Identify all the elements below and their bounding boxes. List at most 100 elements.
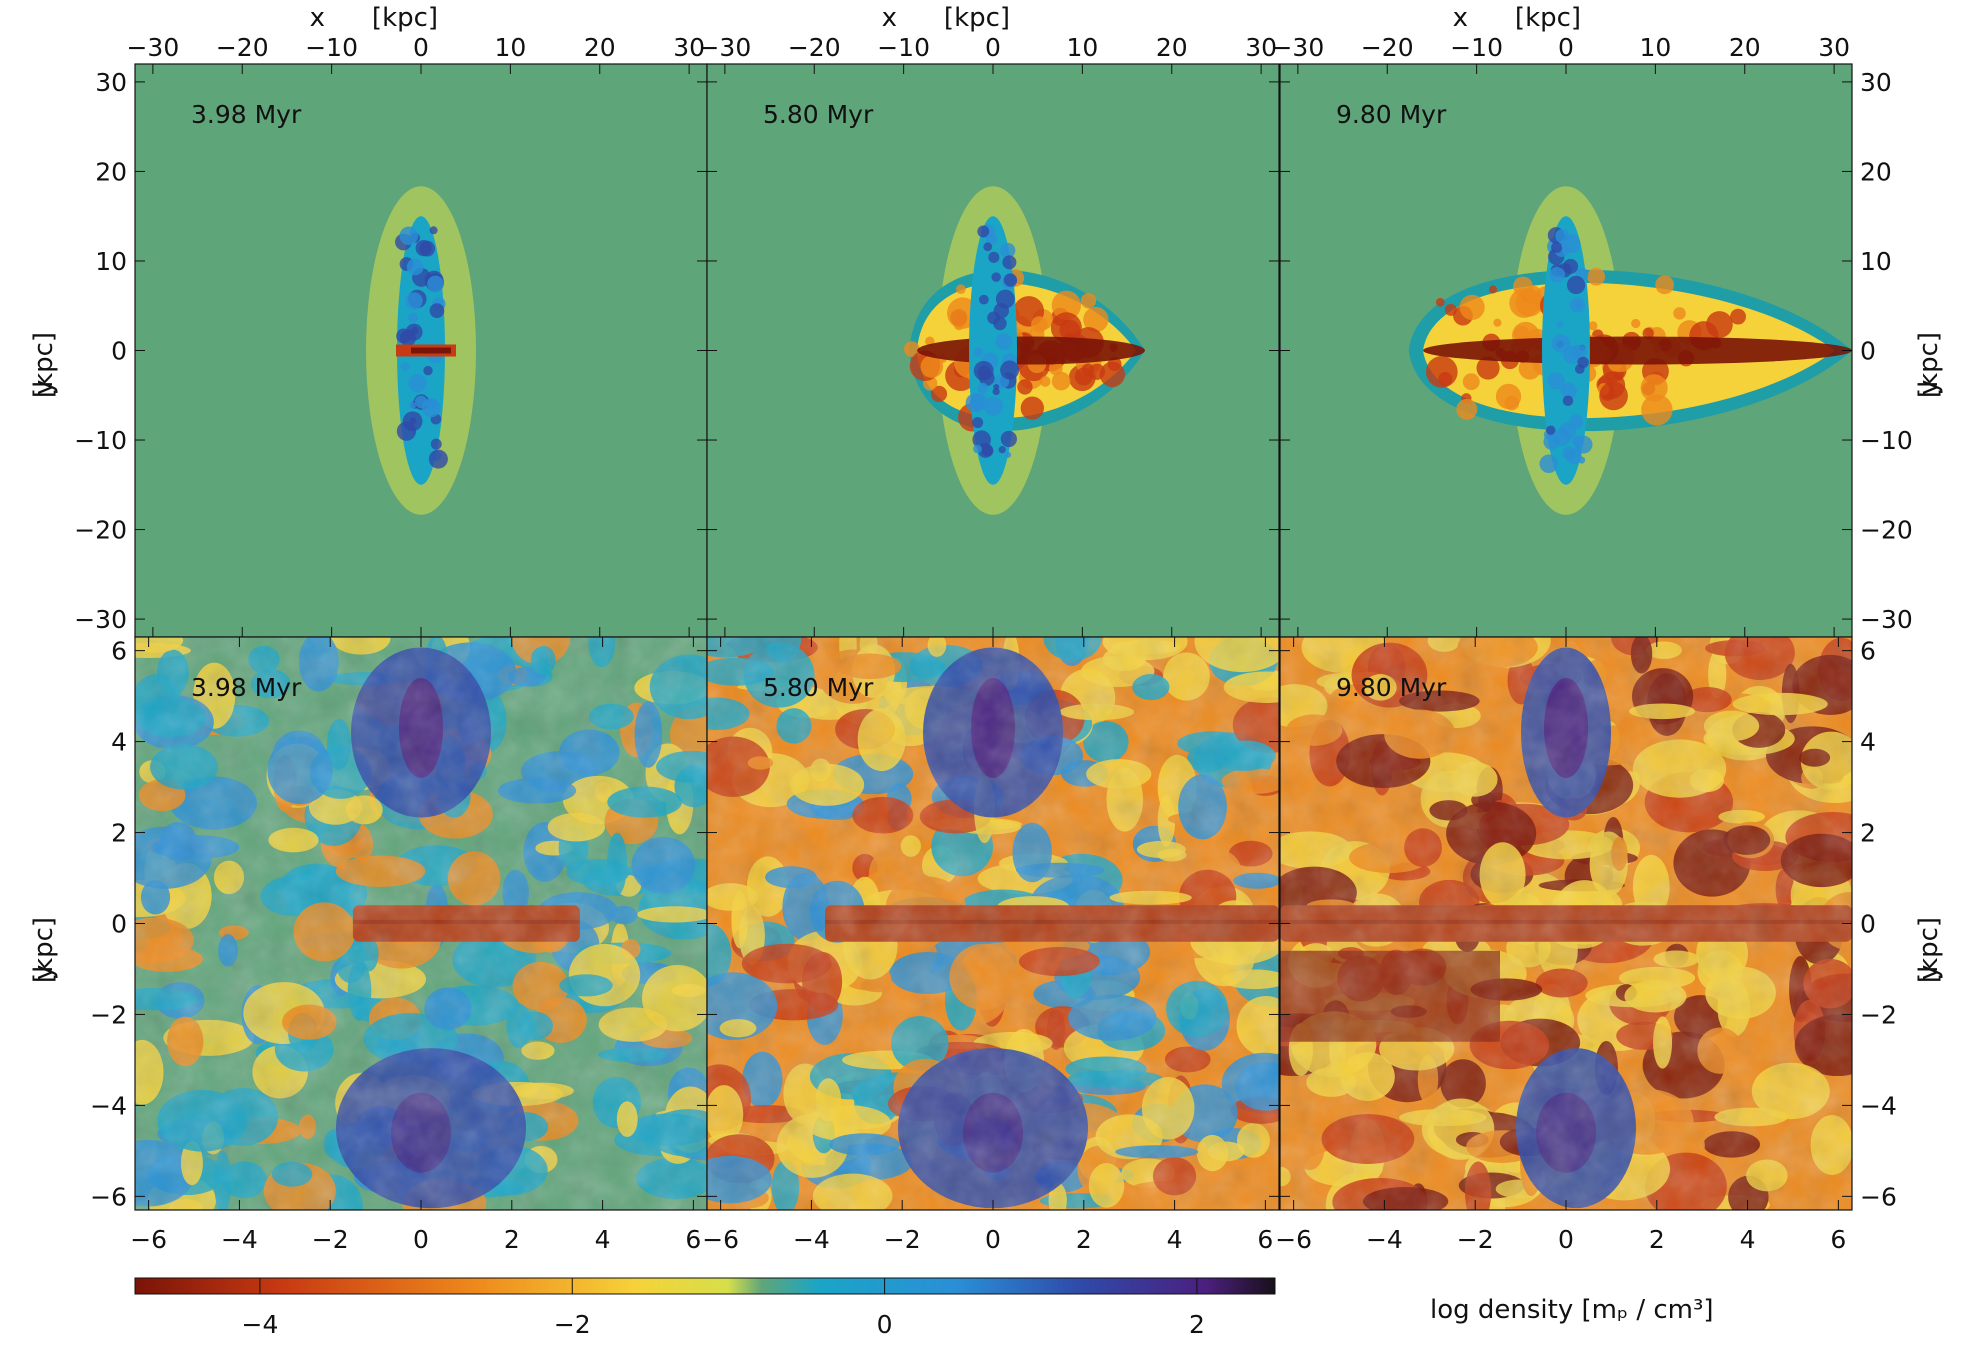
density-field — [1280, 64, 1852, 637]
x-tick-label: 6 — [1830, 1225, 1846, 1254]
y-tick-label: 2 — [1860, 819, 1876, 848]
density-field — [1280, 637, 1852, 1210]
density-field — [135, 637, 707, 1210]
y-axis-titles: y [kpc] y [kpc] y [kpc] y [kpc] — [29, 332, 1944, 983]
y-axis-title-top-right: y — [1914, 380, 1944, 395]
x-tick-label: −10 — [305, 33, 358, 62]
panel-bottom-2: 5.80 Myr — [706, 636, 1280, 1211]
x-axis-title-2: x — [882, 3, 897, 33]
x-axis-title-3: x — [1453, 3, 1468, 33]
y-tick-label: 4 — [111, 728, 127, 757]
x-tick-label: −10 — [1450, 33, 1503, 62]
x-tick-label: 20 — [584, 33, 616, 62]
y-axis-unit-top-left: [kpc] — [29, 332, 59, 398]
x-tick-label: −30 — [1271, 33, 1324, 62]
density-field — [135, 64, 707, 637]
y-tick-label: −10 — [74, 426, 127, 455]
y-tick-label: −20 — [74, 516, 127, 545]
y-tick-label: 30 — [95, 68, 127, 97]
colorbar-tick-label: 0 — [877, 1310, 893, 1339]
x-tick-label: −2 — [884, 1225, 921, 1254]
panel-bottom-3: 9.80 Myr — [1279, 636, 1853, 1211]
colorbar-ticks: −4 −2 0 2 — [242, 1278, 1205, 1339]
x-tick-label: 2 — [1076, 1225, 1092, 1254]
y-tick-label: 0 — [111, 910, 127, 939]
x-tick-label: 4 — [1167, 1225, 1183, 1254]
y-axis-unit-top-right: [kpc] — [1914, 332, 1944, 398]
x-tick-label: 4 — [595, 1225, 611, 1254]
x-tick-label: −6 — [130, 1225, 167, 1254]
y-tick-label: 20 — [1860, 157, 1892, 186]
panel-top-2: 5.80 Myr — [706, 63, 1280, 638]
y-axis-title-bottom-right: y — [1914, 965, 1944, 980]
x-tick-label: −30 — [698, 33, 751, 62]
top-axis-titles: x [kpc] x [kpc] x [kpc] — [310, 3, 1581, 33]
x-tick-label: 0 — [1558, 1225, 1574, 1254]
time-label: 3.98 Myr — [191, 100, 302, 129]
x-tick-label: −4 — [1366, 1225, 1403, 1254]
x-tick-label: −6 — [702, 1225, 739, 1254]
colorbar-tick-label: −2 — [554, 1310, 591, 1339]
x-tick-label: 2 — [1649, 1225, 1665, 1254]
y-tick-label: 4 — [1860, 728, 1876, 757]
x-tick-label: 0 — [413, 1225, 429, 1254]
y-axis-unit-bottom-left: [kpc] — [29, 917, 59, 983]
x-axis-title-1: x — [310, 3, 325, 33]
y-tick-label: −6 — [1860, 1182, 1897, 1211]
y-tick-label: 0 — [111, 337, 127, 366]
y-tick-label: −4 — [1860, 1091, 1897, 1120]
x-tick-label: 0 — [985, 1225, 1001, 1254]
y-tick-label: −20 — [1860, 516, 1913, 545]
x-tick-label: 30 — [1245, 33, 1277, 62]
x-tick-label: 30 — [1818, 33, 1850, 62]
y-axis-title-top-left: y — [29, 380, 59, 395]
y-tick-label: 6 — [111, 637, 127, 666]
colorbar-tick-label: 2 — [1189, 1310, 1205, 1339]
time-label: 3.98 Myr — [191, 673, 302, 702]
panel-top-3: 9.80 Myr — [1279, 63, 1853, 638]
colorbar-label: log density [mₚ / cm³] — [1430, 1295, 1714, 1325]
y-tick-label: −30 — [1860, 605, 1913, 634]
x-tick-label: 4 — [1740, 1225, 1756, 1254]
y-tick-label: 0 — [1860, 337, 1876, 366]
time-label: 9.80 Myr — [1336, 100, 1447, 129]
x-tick-label: 20 — [1156, 33, 1188, 62]
y-tick-label: 2 — [111, 819, 127, 848]
x-tick-label: −10 — [877, 33, 930, 62]
x-tick-label: −20 — [788, 33, 841, 62]
x-tick-label: −4 — [793, 1225, 830, 1254]
x-tick-label: 10 — [494, 33, 526, 62]
y-tick-label: −4 — [90, 1091, 127, 1120]
time-label: 9.80 Myr — [1336, 673, 1447, 702]
y-tick-label: −2 — [90, 1000, 127, 1029]
density-field — [707, 64, 1279, 637]
y-axis-title-bottom-left: y — [29, 965, 59, 980]
x-tick-label: 30 — [673, 33, 705, 62]
y-tick-label: 10 — [1860, 247, 1892, 276]
x-tick-label: 20 — [1729, 33, 1761, 62]
x-tick-label: −20 — [1361, 33, 1414, 62]
x-axis-unit-3: [kpc] — [1515, 3, 1581, 33]
x-axis-unit-2: [kpc] — [944, 3, 1010, 33]
panel-bottom-1: 3.98 Myr — [134, 636, 708, 1211]
colorbar-tick-label: −4 — [242, 1310, 279, 1339]
panel-top-1: 3.98 Myr — [134, 63, 708, 638]
y-tick-label: −2 — [1860, 1000, 1897, 1029]
x-tick-label: 0 — [413, 33, 429, 62]
x-tick-label: 10 — [1066, 33, 1098, 62]
y-tick-label: −30 — [74, 605, 127, 634]
x-tick-label: 6 — [1257, 1225, 1273, 1254]
x-axis-unit-1: [kpc] — [372, 3, 438, 33]
panels-layer: 3.98 Myr 5.80 Myr 9.80 Myr 3.98 Myr 5.80 Myr… — [134, 63, 1853, 1211]
time-label: 5.80 Myr — [763, 100, 874, 129]
y-tick-label: 20 — [95, 157, 127, 186]
y-tick-label: 6 — [1860, 637, 1876, 666]
x-tick-label: 10 — [1639, 33, 1671, 62]
x-tick-label: 0 — [1558, 33, 1574, 62]
x-tick-label: 6 — [685, 1225, 701, 1254]
x-tick-label: −6 — [1275, 1225, 1312, 1254]
x-tick-label: −4 — [221, 1225, 258, 1254]
colorbar — [134, 1277, 1276, 1295]
